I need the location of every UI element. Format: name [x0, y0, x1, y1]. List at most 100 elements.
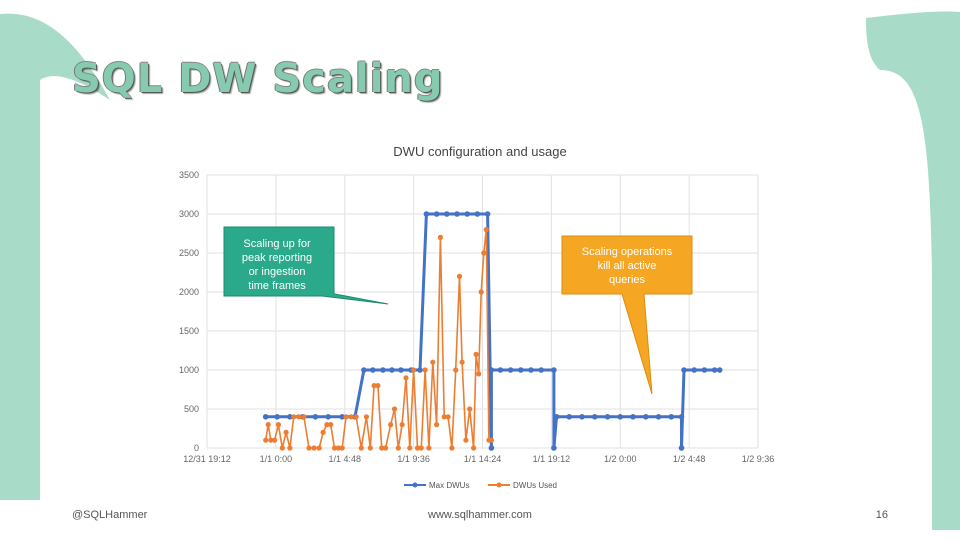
- data-point-dwus-used: [383, 445, 389, 451]
- data-point-dwus-used: [483, 227, 489, 233]
- y-tick-label: 1500: [179, 326, 199, 336]
- data-point-max-dwus: [454, 211, 460, 217]
- data-point-dwus-used: [316, 445, 322, 451]
- chart-grid: [206, 174, 759, 449]
- data-point-max-dwus: [339, 414, 345, 420]
- data-point-dwus-used: [478, 289, 484, 295]
- data-point-max-dwus: [678, 414, 685, 420]
- data-point-max-dwus: [370, 367, 376, 373]
- y-tick-label: 1000: [179, 365, 199, 375]
- data-point-max-dwus: [551, 445, 557, 451]
- data-point-max-dwus: [711, 367, 718, 373]
- data-point-dwus-used: [473, 351, 479, 357]
- data-point-max-dwus: [528, 367, 534, 373]
- data-point-dwus-used: [287, 445, 293, 451]
- data-point-max-dwus: [488, 445, 495, 451]
- data-point-max-dwus: [262, 414, 269, 420]
- x-tick-label: 12/31 19:12: [183, 454, 231, 464]
- data-point-dwus-used: [441, 414, 447, 420]
- data-point-dwus-used: [353, 414, 359, 420]
- data-point-dwus-used: [456, 273, 463, 279]
- data-point-max-dwus: [655, 414, 662, 420]
- data-point-dwus-used: [399, 422, 405, 428]
- data-point-max-dwus: [518, 367, 524, 373]
- data-point-dwus-used: [476, 371, 482, 377]
- data-point-dwus-used: [279, 445, 285, 451]
- y-tick-label: 0: [194, 443, 199, 453]
- data-point-max-dwus: [274, 414, 280, 420]
- y-tick-label: 3500: [179, 170, 199, 180]
- data-point-dwus-used: [418, 445, 424, 451]
- legend-dwus-used-label: DWUs Used: [513, 481, 557, 490]
- data-point-max-dwus: [312, 414, 319, 420]
- data-point-dwus-used: [275, 422, 281, 428]
- data-point-dwus-used: [434, 422, 440, 428]
- legend-max-dwus-label: Max DWUs: [429, 481, 469, 490]
- data-point-dwus-used: [471, 445, 477, 451]
- slide-title: SQL DW Scaling: [72, 56, 444, 102]
- data-point-max-dwus: [380, 367, 386, 373]
- footer-author: @SQLHammer: [72, 509, 148, 521]
- data-point-max-dwus: [678, 445, 685, 451]
- page-number: 16: [875, 509, 888, 521]
- data-point-dwus-used: [320, 429, 326, 435]
- data-point-dwus-used: [301, 414, 307, 420]
- data-point-max-dwus: [389, 367, 395, 373]
- callout-scaling-up-line-1: Scaling up for: [243, 238, 311, 250]
- data-point-max-dwus: [484, 211, 491, 217]
- data-point-max-dwus: [551, 367, 557, 373]
- data-point-dwus-used: [463, 437, 469, 443]
- data-point-max-dwus: [681, 367, 687, 373]
- data-point-dwus-used: [358, 445, 364, 451]
- data-point-dwus-used: [411, 367, 417, 373]
- data-point-dwus-used: [407, 445, 413, 451]
- data-point-dwus-used: [481, 250, 487, 256]
- data-point-dwus-used: [268, 437, 274, 443]
- data-point-dwus-used: [422, 367, 428, 373]
- data-point-dwus-used: [430, 359, 436, 365]
- callout-scaling-ops-line-1: Scaling operations: [582, 246, 673, 258]
- callout-scaling-up: Scaling up for peak reporting or ingesti…: [223, 226, 389, 305]
- data-point-max-dwus: [417, 367, 423, 373]
- legend-max-dwus: Max DWUs: [404, 481, 469, 490]
- x-tick-label: 1/1 14:24: [464, 454, 502, 464]
- data-point-max-dwus: [497, 367, 504, 373]
- y-tick-label: 3000: [179, 209, 199, 219]
- data-point-dwus-used: [488, 437, 494, 443]
- data-point-dwus-used: [291, 414, 297, 420]
- chart-title: DWU configuration and usage: [393, 144, 566, 159]
- data-point-max-dwus: [361, 367, 367, 373]
- data-point-max-dwus: [325, 414, 331, 420]
- callout-scaling-ops-line-2: kill all active: [598, 260, 657, 272]
- data-point-max-dwus: [287, 414, 293, 420]
- dwu-chart: DWU configuration and usage 0 500 1000 1500…: [160, 132, 780, 502]
- x-tick-label: 1/1 4:48: [328, 454, 361, 464]
- callout-scaling-ops-line-3: queries: [609, 274, 646, 286]
- data-point-max-dwus: [591, 414, 598, 420]
- data-point-max-dwus: [464, 211, 471, 217]
- x-tick-label: 1/2 4:48: [673, 454, 706, 464]
- data-point-dwus-used: [335, 445, 341, 451]
- x-tick-label: 1/2 9:36: [742, 454, 775, 464]
- data-point-dwus-used: [426, 445, 432, 451]
- data-point-max-dwus: [474, 211, 481, 217]
- data-point-max-dwus: [668, 414, 675, 420]
- data-point-dwus-used: [403, 375, 409, 381]
- x-tick-label: 1/1 9:36: [397, 454, 430, 464]
- data-point-dwus-used: [283, 429, 289, 435]
- callout-scaling-ops: Scaling operations kill all active queri…: [561, 235, 693, 395]
- data-point-max-dwus: [507, 367, 514, 373]
- data-point-dwus-used: [467, 406, 473, 412]
- data-point-dwus-used: [296, 414, 302, 420]
- data-point-max-dwus: [433, 211, 440, 217]
- data-point-dwus-used: [328, 422, 334, 428]
- data-point-dwus-used: [453, 367, 459, 373]
- data-point-max-dwus: [423, 211, 430, 217]
- data-point-dwus-used: [371, 383, 377, 389]
- data-point-max-dwus: [566, 414, 572, 420]
- data-point-max-dwus: [701, 367, 708, 373]
- data-point-max-dwus: [617, 414, 623, 420]
- data-point-dwus-used: [445, 414, 451, 420]
- data-point-max-dwus: [579, 414, 585, 420]
